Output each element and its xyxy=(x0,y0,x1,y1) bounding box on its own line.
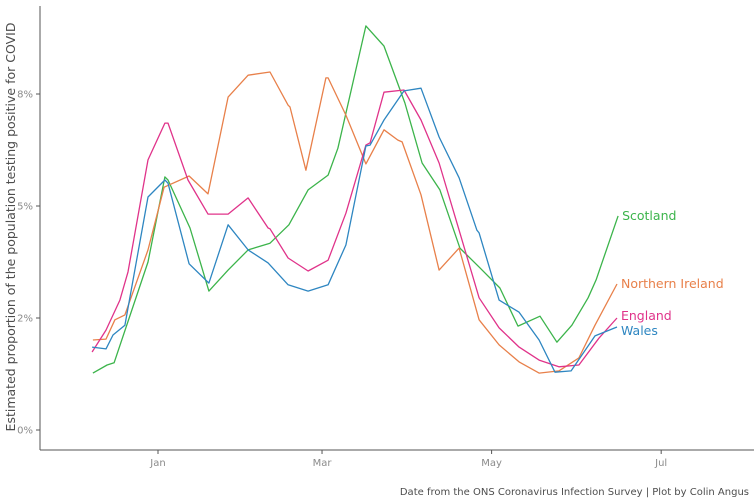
series-line-wales xyxy=(92,87,618,373)
y-tick-label: 2% xyxy=(17,314,33,325)
series-line-england xyxy=(91,89,618,368)
series-label-scotland: Scotland xyxy=(622,208,676,223)
series-label-northern-ireland: Northern Ireland xyxy=(621,276,724,291)
chart-caption: Date from the ONS Coronavirus Infection … xyxy=(400,487,749,498)
series-line-northern-ireland xyxy=(92,71,618,374)
x-tick-label: Mar xyxy=(313,458,333,469)
x-tick-label: May xyxy=(481,458,502,469)
series-lines xyxy=(91,25,619,374)
y-tick-label: 8% xyxy=(17,90,33,101)
series-label-england: England xyxy=(621,308,672,323)
x-axis-ticks: Jan Mar May Jul xyxy=(149,450,667,469)
x-tick-label: Jan xyxy=(149,458,165,469)
series-line-scotland xyxy=(92,25,619,374)
x-tick-label: Jul xyxy=(654,458,667,469)
y-tick-label: 5% xyxy=(17,202,33,213)
series-label-wales: Wales xyxy=(621,323,658,338)
y-tick-label: 0% xyxy=(17,426,33,437)
y-axis-ticks: 0% 2% 5% 8% xyxy=(17,90,40,437)
y-axis-title: Estimated proportion of the population t… xyxy=(3,23,18,432)
y-axis-title-text: Estimated proportion of the population t… xyxy=(3,23,18,432)
